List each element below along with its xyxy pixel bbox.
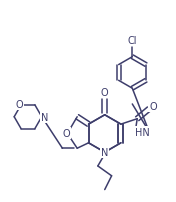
Text: O: O — [149, 101, 157, 111]
Text: N: N — [101, 147, 108, 157]
Text: O: O — [101, 88, 109, 98]
Text: HN: HN — [135, 127, 149, 137]
Text: O: O — [62, 129, 70, 139]
Text: Cl: Cl — [128, 36, 137, 46]
Text: N: N — [41, 112, 48, 122]
Text: O: O — [15, 99, 23, 109]
